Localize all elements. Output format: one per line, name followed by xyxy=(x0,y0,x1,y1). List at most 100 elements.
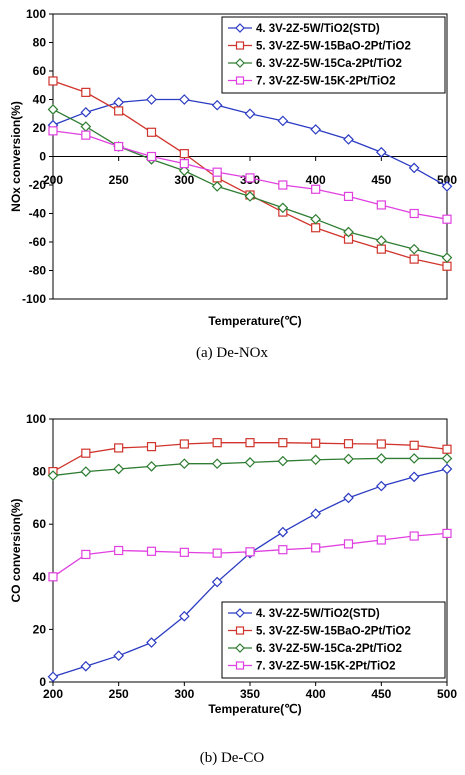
data-point xyxy=(442,444,452,454)
data-point xyxy=(212,548,222,558)
legend-box xyxy=(221,601,446,679)
data-point xyxy=(146,546,157,556)
data-point xyxy=(442,261,452,271)
data-point xyxy=(48,76,58,86)
data-point xyxy=(441,453,453,464)
data-point xyxy=(310,454,322,466)
data-point xyxy=(80,660,92,672)
data-point xyxy=(146,94,157,105)
data-point xyxy=(113,650,125,662)
data-point xyxy=(409,208,419,219)
data-point xyxy=(310,213,322,225)
data-point xyxy=(409,531,419,541)
x-tick-label: 450 xyxy=(371,687,391,701)
y-tick-label: 20 xyxy=(33,622,47,636)
data-point xyxy=(408,162,420,174)
chart-de-co: 0 20 40 60 80 100 200 250 300 350 400 450 500 Tempera… xyxy=(9,412,457,766)
data-point xyxy=(442,214,452,224)
data-point xyxy=(244,457,256,468)
data-point xyxy=(277,526,289,538)
data-point xyxy=(178,165,190,177)
data-point xyxy=(310,508,322,520)
data-point xyxy=(179,439,189,449)
data-point xyxy=(146,460,157,472)
series-6 xyxy=(47,453,453,481)
data-point xyxy=(277,455,289,467)
data-point xyxy=(211,576,223,588)
legend: 4. 3V-2Z-5W/TiO2(STD) 5. 3V-2Z-5W-15BaO-2… xyxy=(221,601,446,679)
legend-label: 5. 3V-2Z-5W-15BaO-2Pt/TiO2 xyxy=(256,626,411,638)
legend: 4. 3V-2Z-5W/TiO2(STD) 5. 3V-2Z-5W-15BaO-2… xyxy=(221,16,446,94)
legend-box xyxy=(221,16,446,94)
data-point xyxy=(211,458,223,470)
data-point xyxy=(277,115,289,127)
data-point xyxy=(343,191,354,201)
x-tick-label: 450 xyxy=(371,173,391,187)
data-point xyxy=(409,254,419,264)
y-axis-label: CO conversion(%) xyxy=(9,498,23,602)
series-7 xyxy=(48,528,452,582)
data-point xyxy=(211,181,223,192)
data-point xyxy=(376,535,386,545)
figure-caption: (a) De-NOx xyxy=(196,345,269,361)
data-point xyxy=(408,453,420,464)
y-tick-label: -80 xyxy=(29,264,47,278)
y-tick-label: 60 xyxy=(33,64,47,78)
y-tick-label: 80 xyxy=(33,465,47,479)
data-point xyxy=(179,159,189,169)
data-point xyxy=(311,223,321,233)
data-point xyxy=(376,439,386,449)
data-point xyxy=(277,202,289,214)
series-7 xyxy=(48,126,452,224)
data-point xyxy=(47,671,59,683)
legend-label: 6. 3V-2Z-5W-15Ca-2Pt/TiO2 xyxy=(256,58,402,70)
x-tick-label: 500 xyxy=(437,687,457,701)
data-point xyxy=(114,106,124,116)
y-tick-label: -60 xyxy=(29,235,47,249)
x-tick-label: 250 xyxy=(109,173,129,187)
data-point xyxy=(81,549,91,560)
data-point xyxy=(311,184,321,194)
data-point xyxy=(47,104,59,115)
data-point xyxy=(376,200,386,210)
y-tick-label: 40 xyxy=(33,570,47,584)
data-point xyxy=(179,149,189,159)
data-point xyxy=(81,448,91,458)
data-point xyxy=(179,547,189,557)
chart-de-nox: -100-80-60-40-20020406080100200250300350… xyxy=(9,7,457,361)
y-tick-label: 20 xyxy=(33,121,47,135)
y-tick-label: 0 xyxy=(39,150,46,164)
data-point xyxy=(311,438,321,448)
data-point xyxy=(80,106,92,118)
data-point xyxy=(245,547,255,557)
x-tick-label: 350 xyxy=(240,687,260,701)
data-point xyxy=(244,108,256,120)
data-point xyxy=(376,244,386,254)
data-point xyxy=(235,626,245,635)
data-point xyxy=(278,180,288,190)
y-tick-label: 0 xyxy=(39,675,46,689)
legend-label: 5. 3V-2Z-5W-15BaO-2Pt/TiO2 xyxy=(256,41,411,53)
series-5 xyxy=(48,438,452,477)
data-point xyxy=(375,453,387,464)
data-point xyxy=(47,470,59,481)
data-point xyxy=(409,440,419,450)
y-tick-label: 40 xyxy=(33,93,47,107)
data-point xyxy=(442,528,452,539)
data-point xyxy=(235,58,245,68)
data-point xyxy=(211,99,223,111)
data-point xyxy=(146,151,157,162)
x-tick-label: 300 xyxy=(174,687,194,701)
x-axis-label: Temperature(℃) xyxy=(208,702,301,716)
y-tick-label: -100 xyxy=(22,292,46,306)
y-tick-label: 80 xyxy=(33,36,47,50)
legend-label: 6. 3V-2Z-5W-15Ca-2Pt/TiO2 xyxy=(256,643,402,655)
data-point xyxy=(48,126,58,136)
data-point xyxy=(146,637,157,648)
data-point xyxy=(343,134,354,145)
x-axis-label: Temperature(℃) xyxy=(208,314,301,328)
y-tick-label: 100 xyxy=(26,7,46,21)
y-tick-label: -40 xyxy=(29,207,47,221)
data-point xyxy=(114,443,124,453)
data-point xyxy=(343,439,354,449)
